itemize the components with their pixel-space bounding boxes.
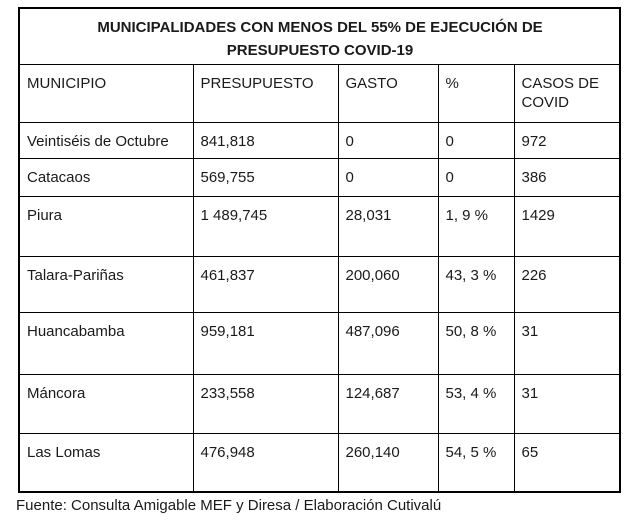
col-header-presupuesto: PRESUPUESTO xyxy=(192,64,339,123)
cell-gasto: 200,060 xyxy=(337,256,439,313)
cell-municipio: Catacaos xyxy=(18,158,194,197)
table-row-huancabamba: Huancabamba 959,181 487,096 50, 8 % 31 xyxy=(18,312,621,375)
cell-presupuesto: 569,755 xyxy=(192,158,339,197)
cell-percent: 0 xyxy=(437,158,515,197)
col-header-casos: CASOS DE COVID xyxy=(513,64,621,123)
cell-gasto: 487,096 xyxy=(337,312,439,375)
cell-casos: 31 xyxy=(513,374,621,434)
cell-presupuesto: 1 489,745 xyxy=(192,196,339,257)
table-header-row: MUNICIPIO PRESUPUESTO GASTO % CASOS DE C… xyxy=(18,64,621,123)
cell-gasto: 124,687 xyxy=(337,374,439,434)
col-header-percent: % xyxy=(437,64,515,123)
cell-casos: 386 xyxy=(513,158,621,197)
table-row-piura: Piura 1 489,745 28,031 1, 9 % 1429 xyxy=(18,196,621,257)
cell-casos: 65 xyxy=(513,433,621,492)
table-row-catacaos: Catacaos 569,755 0 0 386 xyxy=(18,158,621,197)
cell-municipio: Talara-Pariñas xyxy=(18,256,194,313)
cell-percent: 1, 9 % xyxy=(437,196,515,257)
cell-casos: 226 xyxy=(513,256,621,313)
table-row-mancora: Máncora 233,558 124,687 53, 4 % 31 xyxy=(18,374,621,434)
cell-casos: 1429 xyxy=(513,196,621,257)
cell-percent: 53, 4 % xyxy=(437,374,515,434)
cell-gasto: 260,140 xyxy=(337,433,439,492)
cell-percent: 54, 5 % xyxy=(437,433,515,492)
cell-presupuesto: 841,818 xyxy=(192,122,339,159)
cell-presupuesto: 461,837 xyxy=(192,256,339,313)
table-row-talara: Talara-Pariñas 461,837 200,060 43, 3 % 2… xyxy=(18,256,621,313)
cell-gasto: 28,031 xyxy=(337,196,439,257)
source-note: Fuente: Consulta Amigable MEF y Diresa /… xyxy=(16,497,442,514)
cell-municipio: Huancabamba xyxy=(18,312,194,375)
cell-presupuesto: 959,181 xyxy=(192,312,339,375)
cell-municipio: Las Lomas xyxy=(18,433,194,492)
cell-municipio: Máncora xyxy=(18,374,194,434)
col-header-gasto: GASTO xyxy=(337,64,439,123)
table-row-laslomas: Las Lomas 476,948 260,140 54, 5 % 65 xyxy=(18,433,621,492)
cell-casos: 31 xyxy=(513,312,621,375)
cell-percent: 50, 8 % xyxy=(437,312,515,375)
cell-gasto: 0 xyxy=(337,158,439,197)
table-title: MUNICIPALIDADES CON MENOS DEL 55% DE EJE… xyxy=(18,7,621,65)
cell-casos: 972 xyxy=(513,122,621,159)
cell-gasto: 0 xyxy=(337,122,439,159)
cell-presupuesto: 233,558 xyxy=(192,374,339,434)
table-title-line1: MUNICIPALIDADES CON MENOS DEL 55% DE EJE… xyxy=(97,19,543,36)
cell-municipio: Piura xyxy=(18,196,194,257)
cell-presupuesto: 476,948 xyxy=(192,433,339,492)
covid-budget-table: MUNICIPALIDADES CON MENOS DEL 55% DE EJE… xyxy=(18,7,622,493)
cell-municipio: Veintiséis de Octubre xyxy=(18,122,194,159)
table-row-veintiseis: Veintiséis de Octubre 841,818 0 0 972 xyxy=(18,122,621,159)
cell-percent: 0 xyxy=(437,122,515,159)
col-header-municipio: MUNICIPIO xyxy=(18,64,194,123)
table-title-line2: PRESUPUESTO COVID-19 xyxy=(226,42,414,59)
cell-percent: 43, 3 % xyxy=(437,256,515,313)
table-title-row: MUNICIPALIDADES CON MENOS DEL 55% DE EJE… xyxy=(18,7,621,65)
